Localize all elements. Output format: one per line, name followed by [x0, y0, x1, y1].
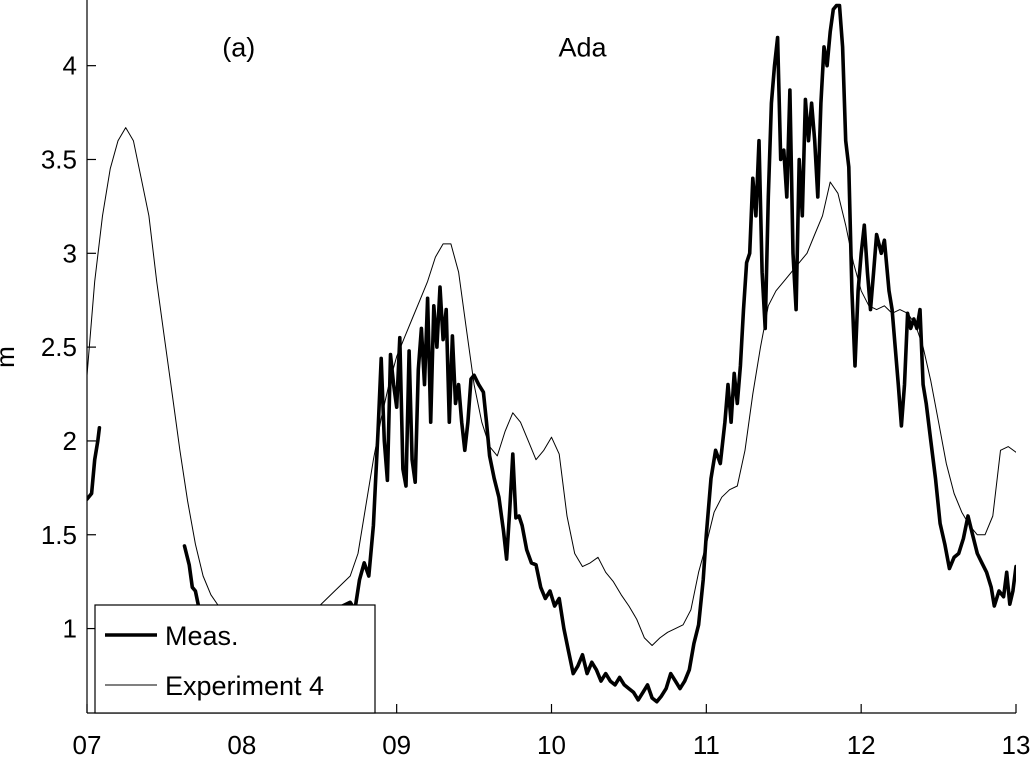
y-tick-label: 3 — [63, 238, 77, 268]
labels-layer: m (a) Ada — [0, 32, 607, 368]
x-tick-label: 09 — [382, 730, 411, 759]
x-tick-label: 12 — [847, 730, 876, 759]
annotation-station-name: Ada — [558, 32, 607, 62]
series-meas-line — [182, 544, 201, 608]
x-tick-label: 11 — [693, 730, 720, 759]
y-tick-label: 4 — [63, 51, 77, 81]
legend-box — [94, 604, 376, 714]
x-tick-label: 13 — [1002, 730, 1031, 759]
legend-label-meas: Meas. — [165, 621, 239, 651]
y-tick-label: 2 — [63, 426, 77, 456]
y-tick-label: 2.5 — [41, 332, 77, 362]
y-tick-label: 3.5 — [41, 144, 77, 174]
series-meas-line — [87, 426, 102, 501]
x-tick-label: 08 — [227, 730, 256, 759]
y-axis-label: m — [0, 346, 20, 368]
series-meas-line — [317, 3, 1016, 704]
y-tick-label: 1.5 — [41, 520, 77, 550]
legend: Meas. Experiment 4 — [94, 604, 376, 714]
legend-label-experiment-4: Experiment 4 — [165, 671, 324, 701]
axes: 1 1.5 2 2.5 3 3.5 4 07 08 09 10 11 12 13 — [41, 0, 1031, 759]
annotation-panel-label: (a) — [222, 32, 255, 62]
y-tick-label: 1 — [63, 614, 77, 644]
x-tick-label: 10 — [537, 730, 566, 759]
x-tick-label: 07 — [73, 730, 102, 759]
series-experiment-4-line — [87, 127, 1016, 646]
